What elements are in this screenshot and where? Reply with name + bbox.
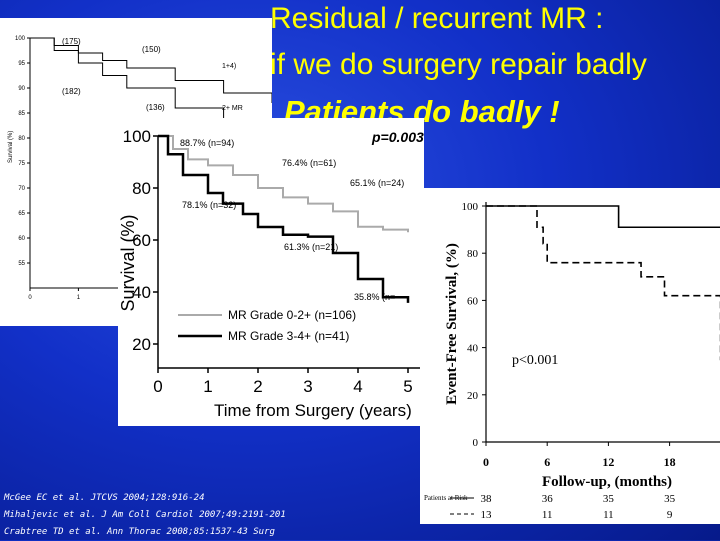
y-tick-label: 95 — [18, 61, 25, 67]
references: McGee EC et al. JTCVS 2004;128:916-24 Mi… — [4, 490, 286, 541]
slide-title-line-2: if we do surgery repair badly — [270, 48, 647, 81]
y-tick-label: 100 — [15, 36, 26, 42]
y-tick-label: 60 — [467, 295, 479, 307]
series-line — [486, 205, 720, 229]
series-line — [158, 134, 410, 303]
legend-label: MR Grade 3-4+ (n=41) — [228, 329, 349, 343]
y-axis-label: Survival (%) — [118, 214, 138, 311]
annotation: 65.1% (n=24) — [350, 178, 404, 188]
risk-table-cell: 35 — [664, 493, 676, 505]
y-tick-label: 20 — [132, 335, 151, 354]
annotation: 1+4) — [222, 63, 236, 70]
reference-3: Crabtree TD et al. Ann Thorac 2008;85:15… — [4, 527, 275, 537]
y-tick-label: 70 — [18, 186, 25, 192]
annotation: 78.1% (n=32) — [182, 200, 236, 210]
risk-table-cell: 36 — [542, 493, 554, 505]
risk-table-cell: 38 — [481, 493, 493, 505]
x-tick-label: 1 — [203, 377, 212, 396]
series-line — [158, 135, 409, 233]
slide-title-line-1: Residual / recurrent MR : — [270, 2, 604, 35]
annotation: (175) — [62, 37, 81, 46]
annotation: (182) — [62, 87, 81, 96]
y-tick-label: 20 — [467, 390, 479, 402]
y-tick-label: 80 — [467, 248, 479, 260]
y-tick-label: 55 — [18, 261, 25, 267]
x-tick-label: 3 — [303, 377, 312, 396]
legend-label: MR Grade 0-2+ (n=106) — [228, 308, 356, 322]
y-axis-label: Survival (%) — [8, 131, 14, 163]
x-axis-label: Time from Surgery (years) — [214, 401, 412, 420]
y-tick-label: 100 — [462, 201, 479, 213]
survival-chart-mihaljevic: Survival (%) Time from Surgery (years) p… — [118, 118, 424, 426]
series-line — [30, 37, 272, 103]
series-line — [486, 205, 720, 361]
x-tick-label: 6 — [544, 455, 550, 469]
p-value: p=0.003 — [371, 129, 424, 145]
reference-2: Mihaljevic et al. J Am Coll Cardiol 2007… — [4, 510, 286, 520]
annotation: 2+ MR — [222, 105, 243, 112]
x-axis-label: Follow-up, (months) — [542, 474, 672, 490]
chart-mihaljevic-plot: Survival (%) Time from Surgery (years) p… — [118, 127, 424, 420]
y-tick-label: 90 — [18, 86, 25, 92]
annotation: 76.4% (n=61) — [282, 158, 336, 168]
y-tick-label: 60 — [18, 236, 25, 242]
risk-table-cell: 13 — [481, 509, 493, 521]
annotation: 61.3% (n=21) — [284, 242, 338, 252]
risk-table-cell: 11 — [603, 509, 614, 521]
y-tick-label: 85 — [18, 111, 25, 117]
risk-table-cell: 35 — [603, 493, 615, 505]
x-tick-label: 4 — [353, 377, 362, 396]
x-tick-label: 18 — [664, 455, 676, 469]
y-axis-label: Event-Free Survival, (%) — [444, 243, 460, 405]
reference-1: McGee EC et al. JTCVS 2004;128:916-24 — [4, 493, 205, 503]
event-free-survival-chart-crabtree: Event-Free Survival, (%) Follow-up, (mon… — [420, 188, 720, 524]
y-tick-label: 100 — [123, 127, 151, 146]
y-tick-label: 60 — [132, 231, 151, 250]
p-value: p<0.001 — [512, 353, 558, 368]
annotation: 88.7% (n=94) — [180, 138, 234, 148]
x-tick-label: 5 — [403, 377, 412, 396]
x-tick-label: 0 — [483, 455, 489, 469]
annotation: (136) — [146, 103, 165, 112]
chart-crabtree-plot: Event-Free Survival, (%) Follow-up, (mon… — [424, 201, 720, 521]
y-tick-label: 80 — [132, 179, 151, 198]
y-tick-label: 40 — [132, 283, 151, 302]
annotation: 35.8% (n= — [354, 292, 395, 302]
x-tick-label: 1 — [77, 295, 81, 301]
x-tick-label: 2 — [253, 377, 262, 396]
annotation: (150) — [142, 45, 161, 54]
y-tick-label: 40 — [467, 343, 479, 355]
risk-table-cell: 9 — [667, 509, 673, 521]
x-tick-label: 0 — [28, 295, 32, 301]
x-tick-label: 0 — [153, 377, 162, 396]
y-tick-label: 0 — [473, 437, 479, 449]
y-tick-label: 75 — [18, 161, 25, 167]
risk-table-cell: 11 — [542, 509, 553, 521]
risk-table-label: Patients at Risk — [424, 494, 468, 502]
y-tick-label: 80 — [18, 136, 25, 142]
x-tick-label: 12 — [602, 455, 614, 469]
y-tick-label: 65 — [18, 211, 25, 217]
